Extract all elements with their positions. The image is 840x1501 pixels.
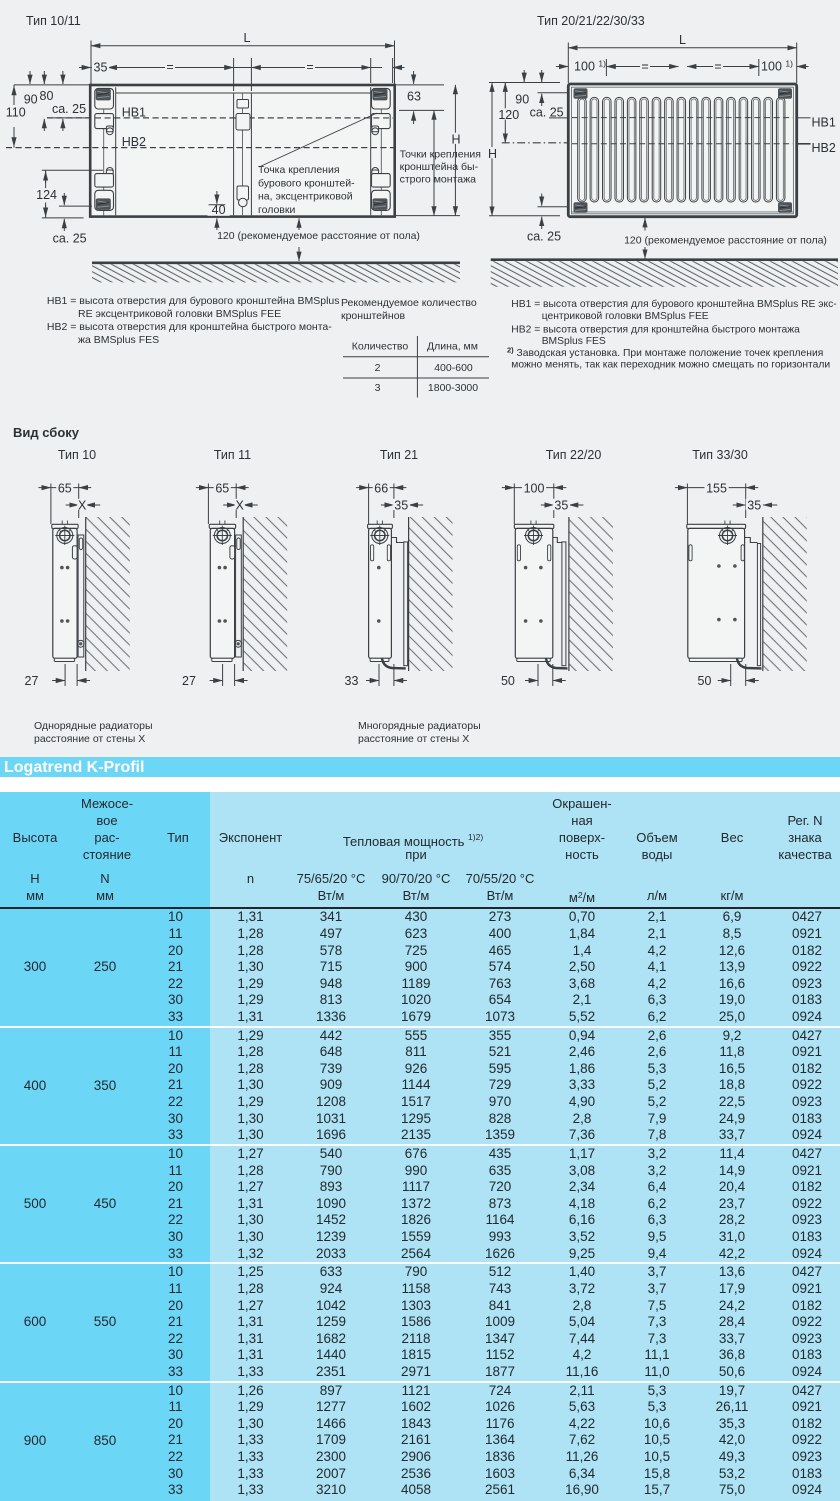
- svg-text:HB2 = высота отверстия для кро: HB2 = высота отверстия для кронштейна бы…: [511, 324, 800, 336]
- svg-text:на, эксцентриковой: на, эксцентриковой: [258, 191, 353, 203]
- svg-text:H: H: [488, 147, 497, 161]
- svg-text:=: =: [306, 60, 313, 74]
- svg-text:3: 3: [375, 382, 381, 394]
- svg-text:120: 120: [498, 108, 519, 122]
- svg-text:HB2: HB2: [812, 141, 836, 155]
- svg-text:Количество: Количество: [352, 341, 409, 353]
- svg-text:33: 33: [345, 674, 359, 688]
- svg-text:110: 110: [6, 106, 26, 120]
- svg-text:HB1 = высота отверстия для бур: HB1 = высота отверстия для бурового крон…: [47, 295, 340, 307]
- svg-text:центриковой головки BMSplus FE: центриковой головки BMSplus FEE: [542, 311, 709, 322]
- svg-text:100 1): 100 1): [574, 59, 606, 74]
- svg-text:можно менять, так как переходн: можно менять, так как переходник можно с…: [511, 360, 830, 371]
- svg-text:Рекомендуемое количество: Рекомендуемое количество: [341, 297, 477, 309]
- svg-text:27: 27: [25, 674, 39, 688]
- svg-text:расстояние от стены X: расстояние от стены X: [34, 733, 145, 745]
- svg-text:Тип 21: Тип 21: [380, 448, 418, 462]
- svg-text:=: =: [714, 60, 721, 74]
- svg-text:65: 65: [215, 481, 229, 495]
- svg-text:Точка крепления: Точка крепления: [258, 164, 340, 176]
- svg-text:50: 50: [501, 674, 515, 688]
- svg-text:100 1): 100 1): [761, 59, 793, 74]
- svg-text:Тип 22/20: Тип 22/20: [546, 448, 602, 462]
- svg-text:100: 100: [524, 481, 545, 495]
- svg-text:ca. 25: ca. 25: [527, 229, 561, 243]
- svg-text:HB1: HB1: [122, 105, 146, 119]
- svg-text:35: 35: [94, 61, 108, 75]
- svg-text:120 (рекомендуемое расстояние: 120 (рекомендуемое расстояние от пола): [624, 235, 827, 247]
- svg-text:Вид сбоку: Вид сбоку: [13, 425, 80, 440]
- svg-text:Тип 11: Тип 11: [214, 448, 251, 462]
- svg-text:1800-3000: 1800-3000: [428, 382, 478, 394]
- svg-text:HB1 = высота отверстия для бур: HB1 = высота отверстия для бурового крон…: [511, 298, 836, 310]
- svg-text:ca. 25: ca. 25: [53, 232, 87, 246]
- svg-text:90: 90: [24, 92, 38, 106]
- svg-text:65: 65: [58, 481, 72, 495]
- svg-text:строго монтажа: строго монтажа: [400, 174, 477, 186]
- svg-text:X: X: [78, 499, 87, 513]
- svg-text:ca. 25: ca. 25: [52, 102, 86, 116]
- svg-text:124: 124: [36, 188, 57, 202]
- svg-text:=: =: [641, 60, 648, 74]
- svg-text:бурового кронштей-: бурового кронштей-: [258, 177, 355, 189]
- svg-text:155: 155: [706, 481, 727, 495]
- svg-text:L: L: [244, 31, 251, 45]
- svg-text:ca. 25: ca. 25: [530, 106, 564, 120]
- svg-text:120 (рекомендуемое расстояние: 120 (рекомендуемое расстояние от пола): [217, 230, 420, 242]
- svg-text:жа BMSplus FES: жа BMSplus FES: [78, 334, 159, 346]
- svg-text:X: X: [236, 499, 245, 513]
- svg-text:кронштейнов: кронштейнов: [341, 310, 406, 322]
- svg-text:35: 35: [747, 499, 761, 513]
- svg-text:35: 35: [554, 499, 568, 513]
- svg-text:головки: головки: [258, 204, 295, 216]
- svg-text:2) Заводская установка. При мо: 2) Заводская установка. При монтаже поло…: [507, 346, 823, 360]
- svg-text:H: H: [451, 133, 460, 147]
- svg-text:80: 80: [40, 89, 54, 103]
- svg-text:Тип 10/11: Тип 10/11: [26, 14, 81, 28]
- svg-text:L: L: [679, 33, 686, 47]
- svg-text:2: 2: [375, 362, 381, 374]
- svg-text:90: 90: [515, 92, 529, 106]
- svg-text:40: 40: [212, 203, 226, 217]
- svg-text:расстояние от стены X: расстояние от стены X: [358, 733, 469, 745]
- svg-text:50: 50: [698, 674, 712, 688]
- svg-text:Тип 20/21/22/30/33: Тип 20/21/22/30/33: [537, 14, 645, 28]
- svg-text:Тип 33/30: Тип 33/30: [692, 448, 748, 462]
- svg-text:HB2 = высота отверстия для кро: HB2 = высота отверстия для кронштейна бы…: [47, 321, 332, 333]
- svg-text:400-600: 400-600: [434, 362, 473, 374]
- svg-text:HB1: HB1: [812, 115, 836, 129]
- svg-text:63: 63: [407, 90, 421, 104]
- svg-text:BMSplus FES: BMSplus FES: [542, 336, 606, 347]
- svg-text:Многорядные радиаторы: Многорядные радиаторы: [358, 720, 481, 732]
- svg-text:Точки крепления: Точки крепления: [400, 149, 481, 161]
- svg-text:Однорядные радиаторы: Однорядные радиаторы: [34, 720, 153, 732]
- svg-text:Длина, мм: Длина, мм: [427, 341, 478, 353]
- svg-text:RE эксцентриковой головки BMSp: RE эксцентриковой головки BMSplus FEE: [78, 308, 281, 320]
- svg-text:Тип 10: Тип 10: [58, 448, 96, 462]
- svg-text:=: =: [166, 60, 173, 74]
- svg-text:66: 66: [374, 481, 388, 495]
- svg-text:кронштейна бы-: кронштейна бы-: [400, 161, 479, 173]
- svg-text:35: 35: [394, 499, 408, 513]
- svg-text:HB2: HB2: [122, 135, 146, 149]
- svg-text:27: 27: [182, 674, 196, 688]
